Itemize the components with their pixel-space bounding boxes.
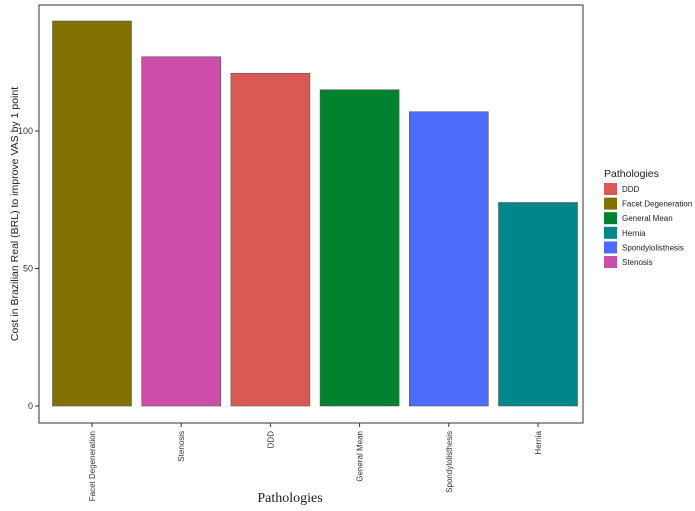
x-tick-label-ddd: DDD: [266, 431, 275, 449]
legend-title: Pathologies: [604, 168, 659, 180]
x-tick-label-spondylolisthesis: Spondylolisthesis: [445, 431, 454, 493]
legend-swatch-stenosis: [604, 256, 617, 268]
bar-general-mean: [319, 89, 400, 407]
y-tick-label-50: 50: [23, 264, 33, 274]
bar-hernia: [498, 202, 578, 407]
legend: Pathologies DDD Facet Degeneration General…: [604, 168, 692, 268]
x-tick-label-hernia: Hernia: [534, 430, 543, 454]
legend-swatch-spondylolisthesis: [604, 241, 617, 254]
legend-swatch-hernia: [604, 226, 617, 239]
y-tick-label-100: 100: [18, 126, 33, 136]
legend-label-spondylolisthesis: Spondylolisthesis: [622, 243, 684, 252]
bar-facet-degeneration: [52, 20, 132, 407]
plot-border: [38, 4, 584, 424]
legend-label-general-mean: General Mean: [622, 214, 673, 223]
plot-area: 0 50 100 Facet Degeneration Stenosis DDD Gener…: [18, 20, 578, 501]
x-tick-label-general-mean: General Mean: [356, 431, 365, 482]
legend-swatch-general-mean: [604, 212, 617, 225]
legend-swatch-facet-degeneration: [604, 197, 617, 210]
legend-label-facet-degeneration: Facet Degeneration: [622, 200, 692, 209]
x-tick-label-facet-degeneration: Facet Degeneration: [88, 431, 97, 501]
legend-swatch-ddd: [604, 183, 617, 195]
bar-stenosis: [141, 56, 221, 407]
y-tick-label-0: 0: [28, 401, 33, 411]
bar-ddd: [230, 72, 311, 407]
x-tick-label-stenosis: Stenosis: [177, 431, 186, 462]
legend-label-ddd: DDD: [622, 185, 640, 194]
legend-label-hernia: Hernia: [622, 229, 646, 238]
x-axis-label: Pathologies: [257, 491, 322, 506]
legend-label-stenosis: Stenosis: [622, 258, 653, 267]
bar-spondylolisthesis: [408, 111, 489, 407]
y-axis-label: Cost in Brazilian Real (BRL) to improve …: [9, 87, 21, 341]
